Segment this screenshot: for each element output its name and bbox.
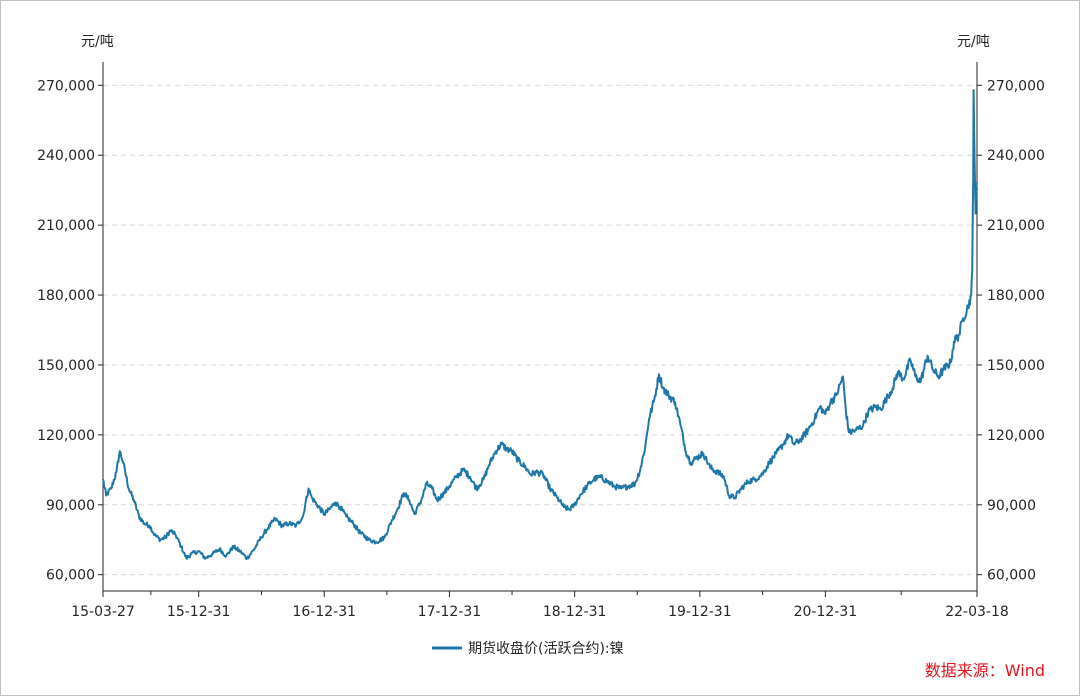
x-tick-label: 20-12-31 [794, 604, 858, 620]
left-y-tick-label: 60,000 [46, 568, 95, 584]
right-y-tick-label: 210,000 [987, 218, 1045, 234]
right-y-tick-label: 90,000 [987, 498, 1036, 514]
axes [102, 62, 978, 592]
x-tick-label: 17-12-31 [418, 604, 482, 620]
right-unit-label: 元/吨 [957, 34, 990, 50]
legend-label: 期货收盘价(活跃合约):镍 [468, 640, 624, 657]
left-y-tick-label: 240,000 [37, 148, 95, 164]
ticks: 60,000 60,000 90,000 90,000 120,000 120,000 15… [37, 78, 1045, 620]
left-y-tick-label: 120,000 [37, 428, 95, 444]
series-layer [102, 89, 978, 561]
series-line-nickel-close [102, 89, 978, 561]
x-tick-label: 16-12-31 [292, 604, 356, 620]
left-y-tick-label: 150,000 [37, 358, 95, 374]
left-y-tick-label: 270,000 [37, 78, 95, 94]
left-y-tick-label: 210,000 [37, 218, 95, 234]
right-y-tick-label: 240,000 [987, 148, 1045, 164]
x-tick-label: 15-12-31 [167, 604, 231, 620]
source-label: 数据来源：Wind [925, 661, 1045, 680]
x-tick-label: 18-12-31 [543, 604, 607, 620]
legend: 期货收盘价(活跃合约):镍 [432, 640, 624, 657]
right-y-tick-label: 120,000 [987, 428, 1045, 444]
right-y-tick-label: 270,000 [987, 78, 1045, 94]
x-tick-label: 22-03-18 [945, 604, 1009, 620]
left-unit-label: 元/吨 [81, 34, 114, 50]
right-y-tick-label: 150,000 [987, 358, 1045, 374]
left-y-tick-label: 180,000 [37, 288, 95, 304]
right-y-tick-label: 180,000 [987, 288, 1045, 304]
right-y-tick-label: 60,000 [987, 568, 1036, 584]
x-tick-label: 19-12-31 [668, 604, 732, 620]
gridlines [103, 84, 977, 576]
left-y-tick-label: 90,000 [46, 498, 95, 514]
x-tick-label: 15-03-27 [71, 604, 135, 620]
